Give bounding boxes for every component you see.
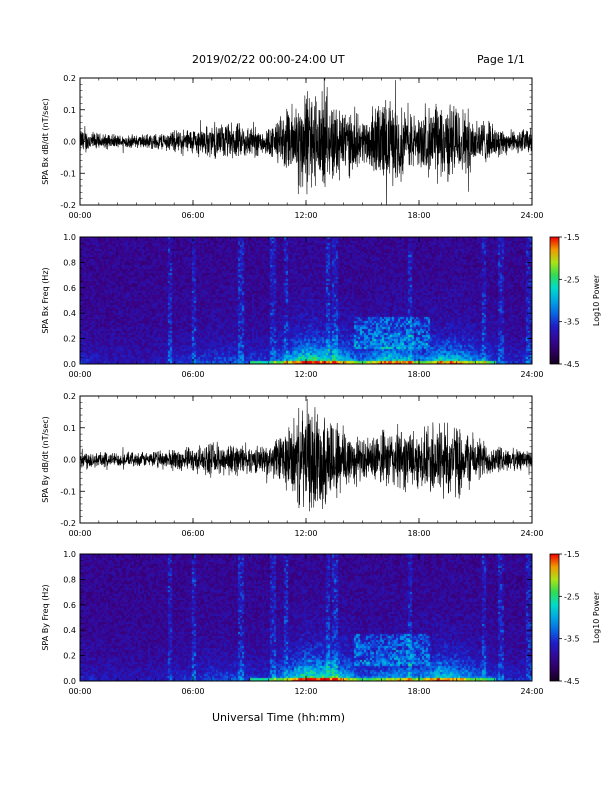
x-tick-label: 12:00 [294,211,317,220]
y-tick-label: 0.2 [63,335,76,344]
x-tick-label: 12:00 [294,370,317,379]
y-tick-label: 0.0 [63,360,76,369]
y-tick-label: 0.0 [63,456,76,465]
x-tick-label: 18:00 [407,211,430,220]
y-axis-label: SPA By dB/dt (nT/sec) [41,416,50,503]
y-tick-label: 0.4 [63,309,76,318]
y-tick-label: 0.2 [63,392,76,401]
x-tick-label: 18:00 [407,529,430,538]
colorbar-tick-label: -2.5 [564,275,580,284]
x-tick-label: 24:00 [520,529,543,538]
colorbar-tick-label: -4.5 [564,360,580,369]
y-tick-label: -0.1 [60,169,76,178]
colorbar-tick-label: -1.5 [564,233,580,242]
x-tick-label: 00:00 [68,687,91,696]
colorbar [549,553,560,682]
x-tick-label: 06:00 [181,687,204,696]
y-tick-label: -0.2 [60,519,76,528]
colorbar-label: Log10 Power [592,591,601,643]
spectrogram-image [80,237,532,364]
page-number: Page 1/1 [477,53,525,66]
x-tick-label: 06:00 [181,529,204,538]
y-tick-label: 0.8 [63,258,76,267]
y-axis-label: SPA By Freq (Hz) [41,584,50,650]
y-tick-label: 1.0 [63,233,76,242]
x-tick-label: 12:00 [294,687,317,696]
dbdt-panel-0: 00:00 06:00 12:00 18:00 24:00 -0.2 -0.1 0.0 0.1 0… [41,74,544,220]
x-tick-label: 00:00 [68,529,91,538]
x-tick-label: 12:00 [294,529,317,538]
y-tick-label: 0.1 [63,106,76,115]
dbdt-series-line [80,78,532,205]
y-tick-label: 0.6 [63,284,76,293]
dbdt-panel-2: 00:00 06:00 12:00 18:00 24:00 -0.2 -0.1 0.0 0.1 0… [41,392,544,538]
y-axis-label: SPA Bx dB/dt (nT/sec) [41,98,50,185]
x-tick-label: 18:00 [407,370,430,379]
x-tick-label: 24:00 [520,211,543,220]
y-tick-label: -0.2 [60,201,76,210]
y-tick-label: 0.8 [63,575,76,584]
x-tick-label: 00:00 [68,211,91,220]
colorbar-tick-label: -2.5 [564,592,580,601]
y-tick-label: 0.6 [63,601,76,610]
y-axis-label: SPA Bx Freq (Hz) [41,267,50,333]
y-tick-label: 0.1 [63,424,76,433]
y-tick-label: -0.1 [60,487,76,496]
dbdt-series-line [80,398,532,512]
colorbar-tick-label: -1.5 [564,550,580,559]
colorbar [549,236,560,365]
spectrogram-panel-1: 00:00 06:00 12:00 18:00 24:00 0.0 0.2 0.4 0.6 0.8… [41,233,601,379]
y-tick-label: 0.0 [63,677,76,686]
colorbar-label: Log10 Power [592,274,601,326]
x-tick-label: 24:00 [520,687,543,696]
y-tick-label: 0.2 [63,652,76,661]
x-tick-label: 06:00 [181,370,204,379]
y-tick-label: 0.0 [63,138,76,147]
colorbar-tick-label: -3.5 [564,635,580,644]
x-tick-label: 24:00 [520,370,543,379]
colorbar-tick-label: -3.5 [564,318,580,327]
x-axis-title: Universal Time (hh:mm) [212,711,345,724]
x-tick-label: 18:00 [407,687,430,696]
y-tick-label: 0.4 [63,626,76,635]
x-tick-label: 06:00 [181,211,204,220]
x-tick-label: 00:00 [68,370,91,379]
spectrogram-panel-3: 00:00 06:00 12:00 18:00 24:00 0.0 0.2 0.4 0.6 0.8… [41,550,601,696]
spectrogram-image [80,554,532,681]
colorbar-tick-label: -4.5 [564,677,580,686]
y-tick-label: 1.0 [63,550,76,559]
plot-date-title: 2019/02/22 00:00-24:00 UT [192,53,345,66]
y-tick-label: 0.2 [63,74,76,83]
